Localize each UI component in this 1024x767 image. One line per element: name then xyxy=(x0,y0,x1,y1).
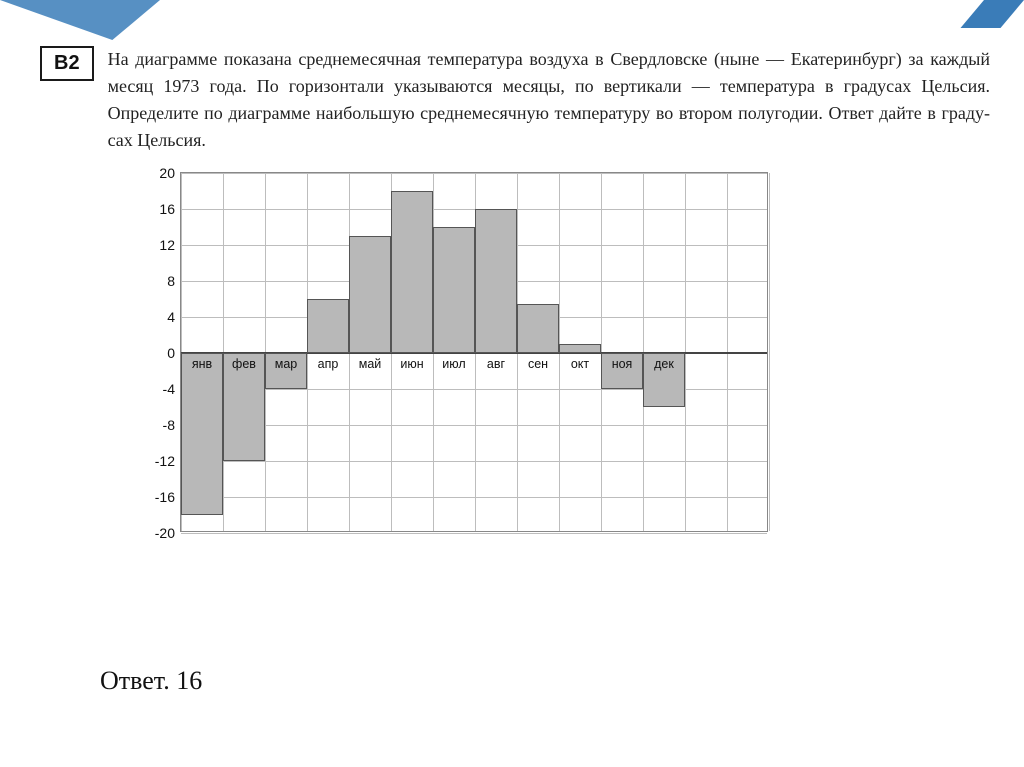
y-axis-label: -16 xyxy=(155,489,175,505)
chart-grid: 201612840-4-8-12-16-20янвфевмарапрмайиюн… xyxy=(180,172,768,532)
decorative-stripe-left xyxy=(0,0,160,40)
bar-сен xyxy=(517,304,559,354)
y-axis-label: 8 xyxy=(167,273,175,289)
x-axis-label: мар xyxy=(265,357,307,371)
bar-окт xyxy=(559,344,601,353)
gridline-h xyxy=(181,461,767,462)
x-axis-label: июн xyxy=(391,357,433,371)
x-axis-label: сен xyxy=(517,357,559,371)
bar-июл xyxy=(433,227,475,353)
bar-янв xyxy=(181,353,223,515)
x-axis-label: май xyxy=(349,357,391,371)
y-axis-label: -8 xyxy=(163,417,175,433)
y-axis-label: 16 xyxy=(159,201,175,217)
question-text: На диаграмме показана среднемесячная тем… xyxy=(108,46,990,154)
page-content: B2 На диаграмме показана среднемесячная … xyxy=(40,46,990,532)
x-axis-label: авг xyxy=(475,357,517,371)
decorative-stripe-right xyxy=(961,0,1024,28)
x-axis-label: июл xyxy=(433,357,475,371)
gridline-h xyxy=(181,209,767,210)
y-axis-label: 12 xyxy=(159,237,175,253)
temperature-bar-chart: 201612840-4-8-12-16-20янвфевмарапрмайиюн… xyxy=(180,172,768,532)
gridline-h xyxy=(181,425,767,426)
bar-апр xyxy=(307,299,349,353)
y-axis-label: 0 xyxy=(167,345,175,361)
bar-авг xyxy=(475,209,517,353)
y-axis-label: 20 xyxy=(159,165,175,181)
question-header: B2 На диаграмме показана среднемесячная … xyxy=(40,46,990,154)
y-axis-label: 4 xyxy=(167,309,175,325)
y-axis-label: -12 xyxy=(155,453,175,469)
y-axis-label: -4 xyxy=(163,381,175,397)
gridline-h xyxy=(181,173,767,174)
x-axis-label: янв xyxy=(181,357,223,371)
x-axis-label: апр xyxy=(307,357,349,371)
bar-май xyxy=(349,236,391,353)
x-axis-label: окт xyxy=(559,357,601,371)
gridline-h xyxy=(181,533,767,534)
gridline-v xyxy=(769,173,770,531)
x-axis-label: фев xyxy=(223,357,265,371)
y-axis-label: -20 xyxy=(155,525,175,541)
x-axis-label: ноя xyxy=(601,357,643,371)
bar-июн xyxy=(391,191,433,353)
question-id-box: B2 xyxy=(40,46,94,81)
x-axis-label: дек xyxy=(643,357,685,371)
chart-container: 201612840-4-8-12-16-20янвфевмарапрмайиюн… xyxy=(180,172,990,532)
answer-text: Ответ. 16 xyxy=(100,666,202,696)
gridline-h xyxy=(181,497,767,498)
